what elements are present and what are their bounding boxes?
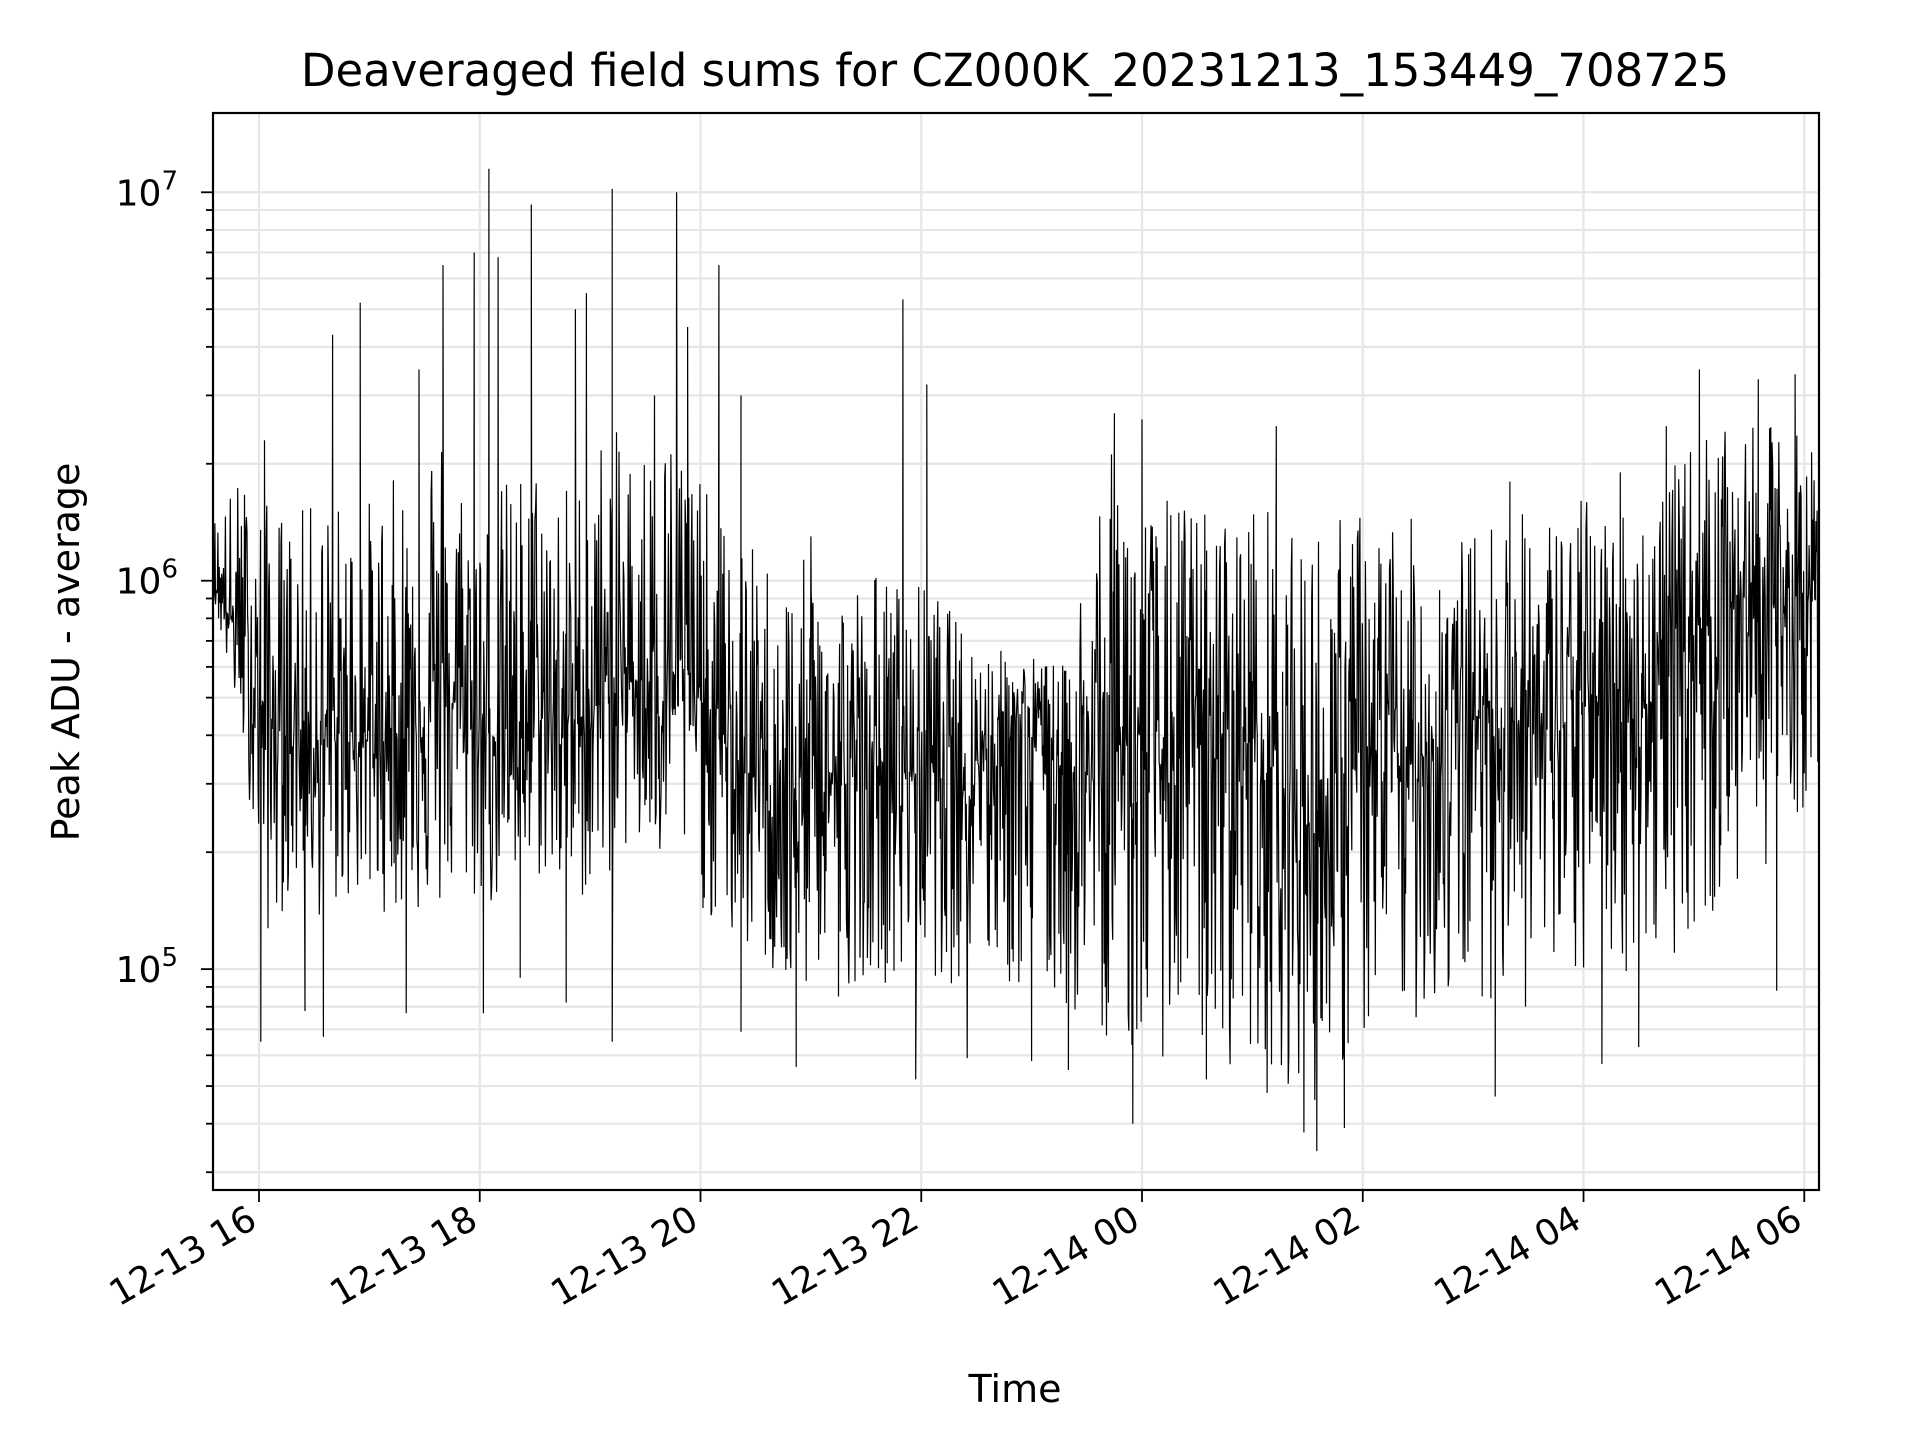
chart-title: Deaveraged field sums for CZ000K_2023121… bbox=[301, 44, 1729, 97]
plot-frame bbox=[211, 111, 1821, 1192]
y-axis-label: Peak ADU - average bbox=[44, 463, 88, 842]
y-tick-label: 105 bbox=[116, 943, 178, 991]
series-path bbox=[212, 168, 1820, 1152]
x-axis-label: Time bbox=[968, 1367, 1062, 1411]
y-tick-label: 107 bbox=[116, 166, 178, 214]
series-line bbox=[212, 168, 1820, 1152]
y-axis: 105 106 107 bbox=[116, 166, 213, 1174]
y-tick-label: 106 bbox=[116, 555, 178, 603]
